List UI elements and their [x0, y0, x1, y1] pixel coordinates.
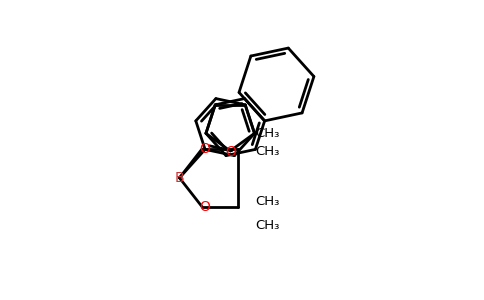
Text: O: O	[225, 145, 236, 159]
Text: O: O	[199, 200, 210, 214]
Text: O: O	[199, 142, 210, 156]
Text: CH₃: CH₃	[256, 195, 280, 208]
Text: CH₃: CH₃	[256, 127, 280, 140]
Text: CH₃: CH₃	[256, 219, 280, 232]
Text: B: B	[175, 171, 184, 185]
Text: CH₃: CH₃	[256, 145, 280, 158]
